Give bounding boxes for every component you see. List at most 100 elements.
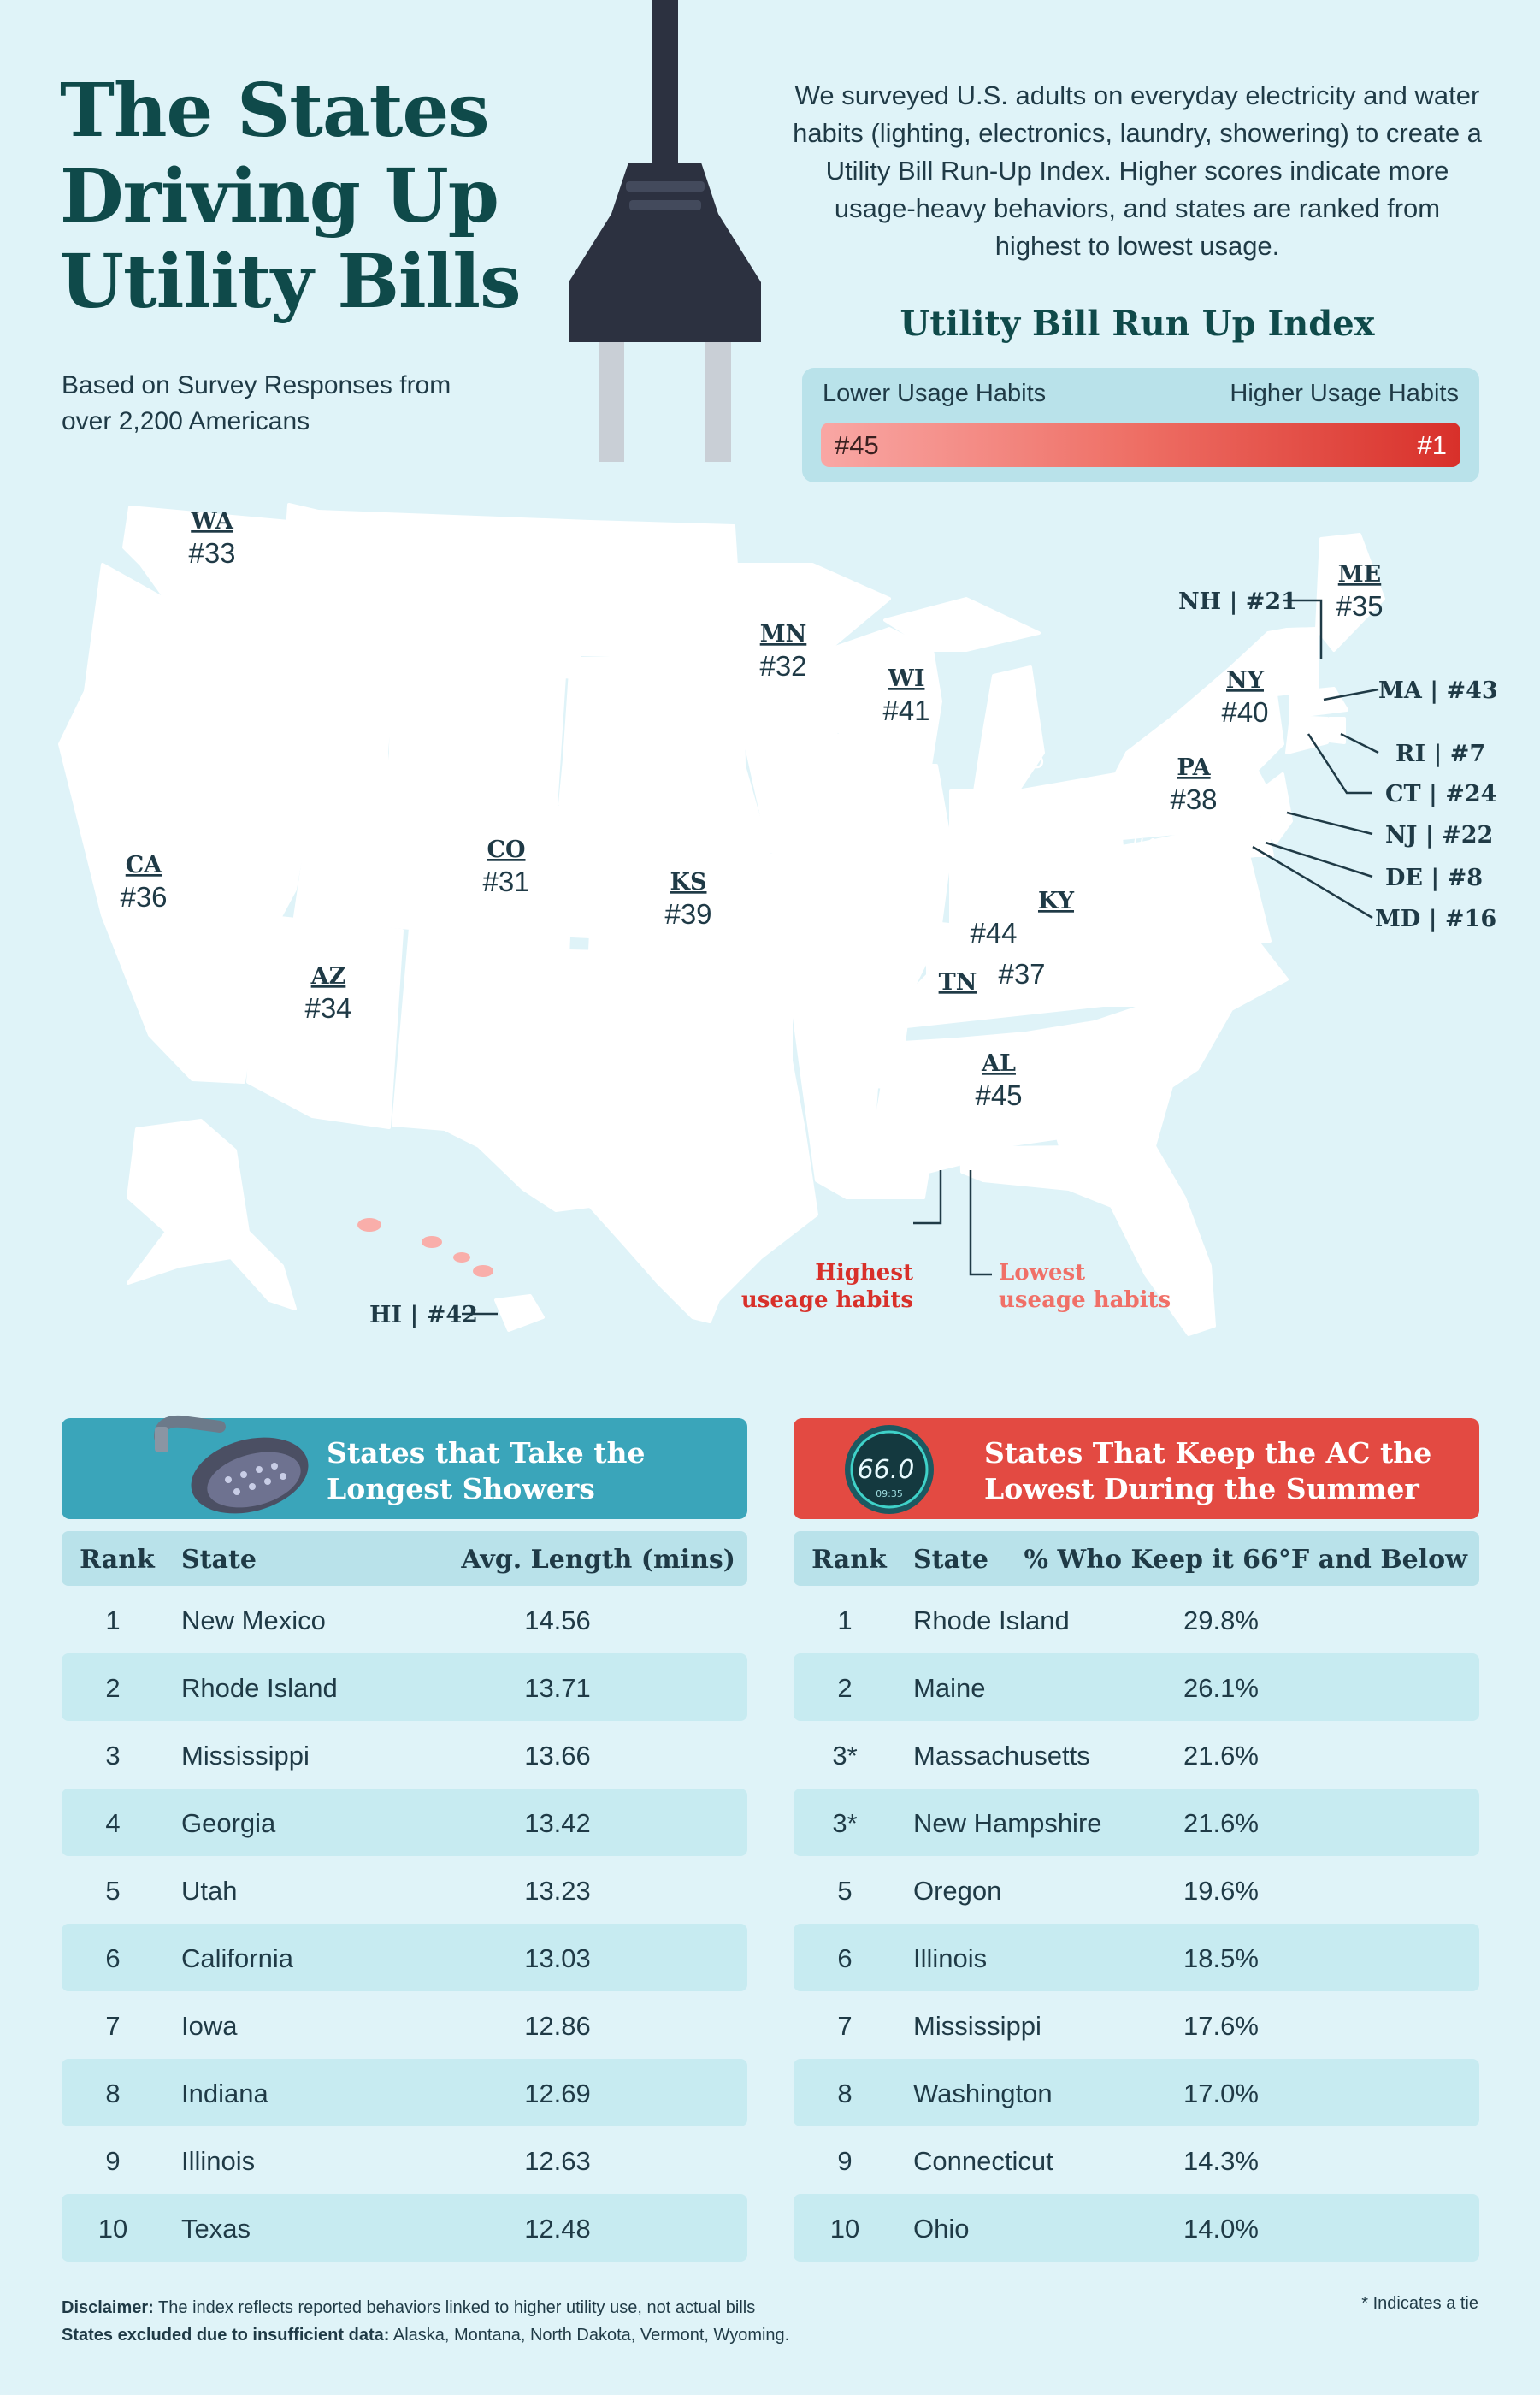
cell-rank: 10 [97, 2214, 128, 2244]
callout-ct: CT | #24 [1385, 781, 1496, 807]
cell-state: New Mexico [181, 1606, 326, 1635]
state-ny [1125, 631, 1284, 772]
legend-low-label: Lower Usage Habits [823, 380, 1047, 407]
page-subtitle: Based on Survey Responses from over 2,20… [62, 371, 451, 435]
state-label-id: ID [301, 655, 332, 682]
cell-state: Iowa [181, 2011, 238, 2041]
state-rank-mn: #32 [759, 650, 806, 682]
col-pct-66f: % Who Keep it 66°F and Below [1024, 1545, 1467, 1575]
excluded-text: Alaska, Montana, North Dakota, Vermont, … [392, 2326, 790, 2345]
state-nd [575, 520, 744, 660]
cell-state: Oregon [913, 1876, 1002, 1906]
thermostat-icon: 66.0 09:35 [845, 1425, 934, 1514]
hi-island-1 [357, 1218, 381, 1232]
state-label-ia: IA [798, 754, 828, 781]
state-label-ok: OK [699, 963, 740, 990]
state-label-ny: NY [1226, 667, 1265, 694]
state-label-ga: GA [1069, 1038, 1107, 1065]
disclaimer-text: The index reflects reported behaviors li… [158, 2298, 756, 2317]
state-label-nm: NM [459, 987, 506, 1014]
state-rank-az: #34 [304, 992, 351, 1024]
state-mi-up [883, 597, 1041, 652]
callout-lines [462, 599, 1379, 1316]
cell-rank: 2 [105, 1673, 121, 1703]
state-label-co: CO [487, 837, 525, 863]
callout-nh: NH | #21 [1178, 588, 1297, 615]
callout-hi: HI | #42 [369, 1302, 478, 1328]
state-rank-tx: #30 [645, 1131, 692, 1162]
cell-state: Mississippi [181, 1741, 310, 1771]
table-row: 6 California 13.03 [62, 1924, 747, 1991]
state-label-az: AZ [310, 963, 346, 990]
state-sc [1093, 1003, 1233, 1088]
table-row: 4 Georgia 13.42 [62, 1789, 747, 1856]
cell-state: Massachusetts [913, 1741, 1090, 1771]
state-rank-nm: #28 [458, 1016, 505, 1048]
cell-value: 13.71 [524, 1673, 591, 1703]
state-rank-ms: #1 [905, 1086, 936, 1118]
callout-nj: NJ | #22 [1385, 822, 1493, 849]
legend-title: Utility Bill Run Up Index [900, 304, 1375, 344]
cell-value: 14.0% [1183, 2214, 1259, 2244]
state-rank-ky: #44 [970, 917, 1017, 949]
cell-state: Georgia [181, 1808, 276, 1838]
state-rank-ca: #36 [120, 881, 167, 913]
col-state: State [913, 1545, 988, 1575]
table-row: 5 Utah 13.23 [62, 1856, 747, 1924]
callout-labels: NH | #21 MA | #43 RI | #7 CT | #24 NJ | … [369, 588, 1498, 1328]
table-row: 9 Connecticut 14.3% [794, 2126, 1479, 2194]
state-rank-me: #35 [1336, 590, 1383, 622]
state-label-ak: AK [818, 994, 859, 1020]
page-title: The States Driving Up Utility Bills [60, 68, 521, 325]
us-map: WA#33 OR #26 CA #36 ID#14 NV#19 UT#10 AZ#34 CO #31… [58, 503, 1498, 1336]
state-rank-va: #15 [1182, 931, 1229, 962]
cell-rank: 1 [837, 1606, 853, 1635]
state-rank-ok: #3 [703, 992, 735, 1024]
cell-state: California [181, 1943, 293, 1973]
shower-head-icon [154, 1415, 309, 1514]
state-label-ky: KY [1038, 888, 1075, 914]
cell-state: Rhode Island [913, 1606, 1070, 1635]
legend-high-rank: #1 [1417, 430, 1447, 460]
intro-text: We surveyed U.S. adults on everyday elec… [793, 80, 1482, 261]
cell-rank: 2 [837, 1673, 853, 1703]
col-rank: Rank [811, 1545, 887, 1575]
shower-table-title: States that Take the Longest Showers [327, 1436, 646, 1505]
cell-rank: 9 [105, 2146, 121, 2176]
state-rank-mo: #13 [811, 898, 858, 930]
ac-table-title: States That Keep the AC the Lowest Durin… [984, 1436, 1432, 1505]
table-row: 8 Washington 17.0% [794, 2059, 1479, 2126]
state-rank-il: #29 [896, 838, 943, 870]
state-label-ms: MS [899, 1057, 941, 1084]
cell-state: Illinois [913, 1943, 988, 1973]
state-rank-ia: #6 [797, 784, 829, 815]
state-rank-pa: #38 [1170, 784, 1217, 815]
cell-rank: 6 [837, 1943, 853, 1973]
state-label-tx: TX [651, 1102, 686, 1128]
state-label-fl: FL [1155, 1209, 1188, 1236]
state-label-ut: UT [337, 809, 375, 836]
state-rank-wi: #41 [882, 695, 929, 726]
cell-value: 14.56 [524, 1606, 591, 1635]
table-row: 6 Illinois 18.5% [794, 1924, 1479, 1991]
state-rank-sc: #20 [1133, 1026, 1180, 1058]
excluded-label: States excluded due to insufficient data… [62, 2326, 390, 2345]
table-row: 10 Ohio 14.0% [794, 2194, 1479, 2262]
cell-value: 13.66 [524, 1741, 591, 1771]
state-label-wv: WV [1102, 869, 1148, 896]
col-avg-length: Avg. Length (mins) [461, 1545, 735, 1575]
cell-rank: 9 [837, 2146, 853, 2176]
table-row: 7 Mississippi 17.6% [794, 1991, 1479, 2059]
cell-state: Illinois [181, 2146, 256, 2176]
state-rank-ut: #10 [332, 838, 379, 870]
state-rank-ny: #40 [1221, 696, 1268, 728]
state-rank-id: #14 [292, 684, 339, 716]
state-rank-or: #26 [154, 647, 201, 678]
cell-value: 19.6% [1183, 1876, 1259, 1906]
legend-gradient-bar: #45 #1 [821, 423, 1460, 467]
legend-low-rank: #45 [835, 430, 879, 460]
cell-rank: 3* [832, 1741, 858, 1771]
cell-value: 13.23 [524, 1876, 591, 1906]
state-rank-sd: #2 [636, 701, 668, 733]
state-label-nv: NV [213, 766, 253, 793]
